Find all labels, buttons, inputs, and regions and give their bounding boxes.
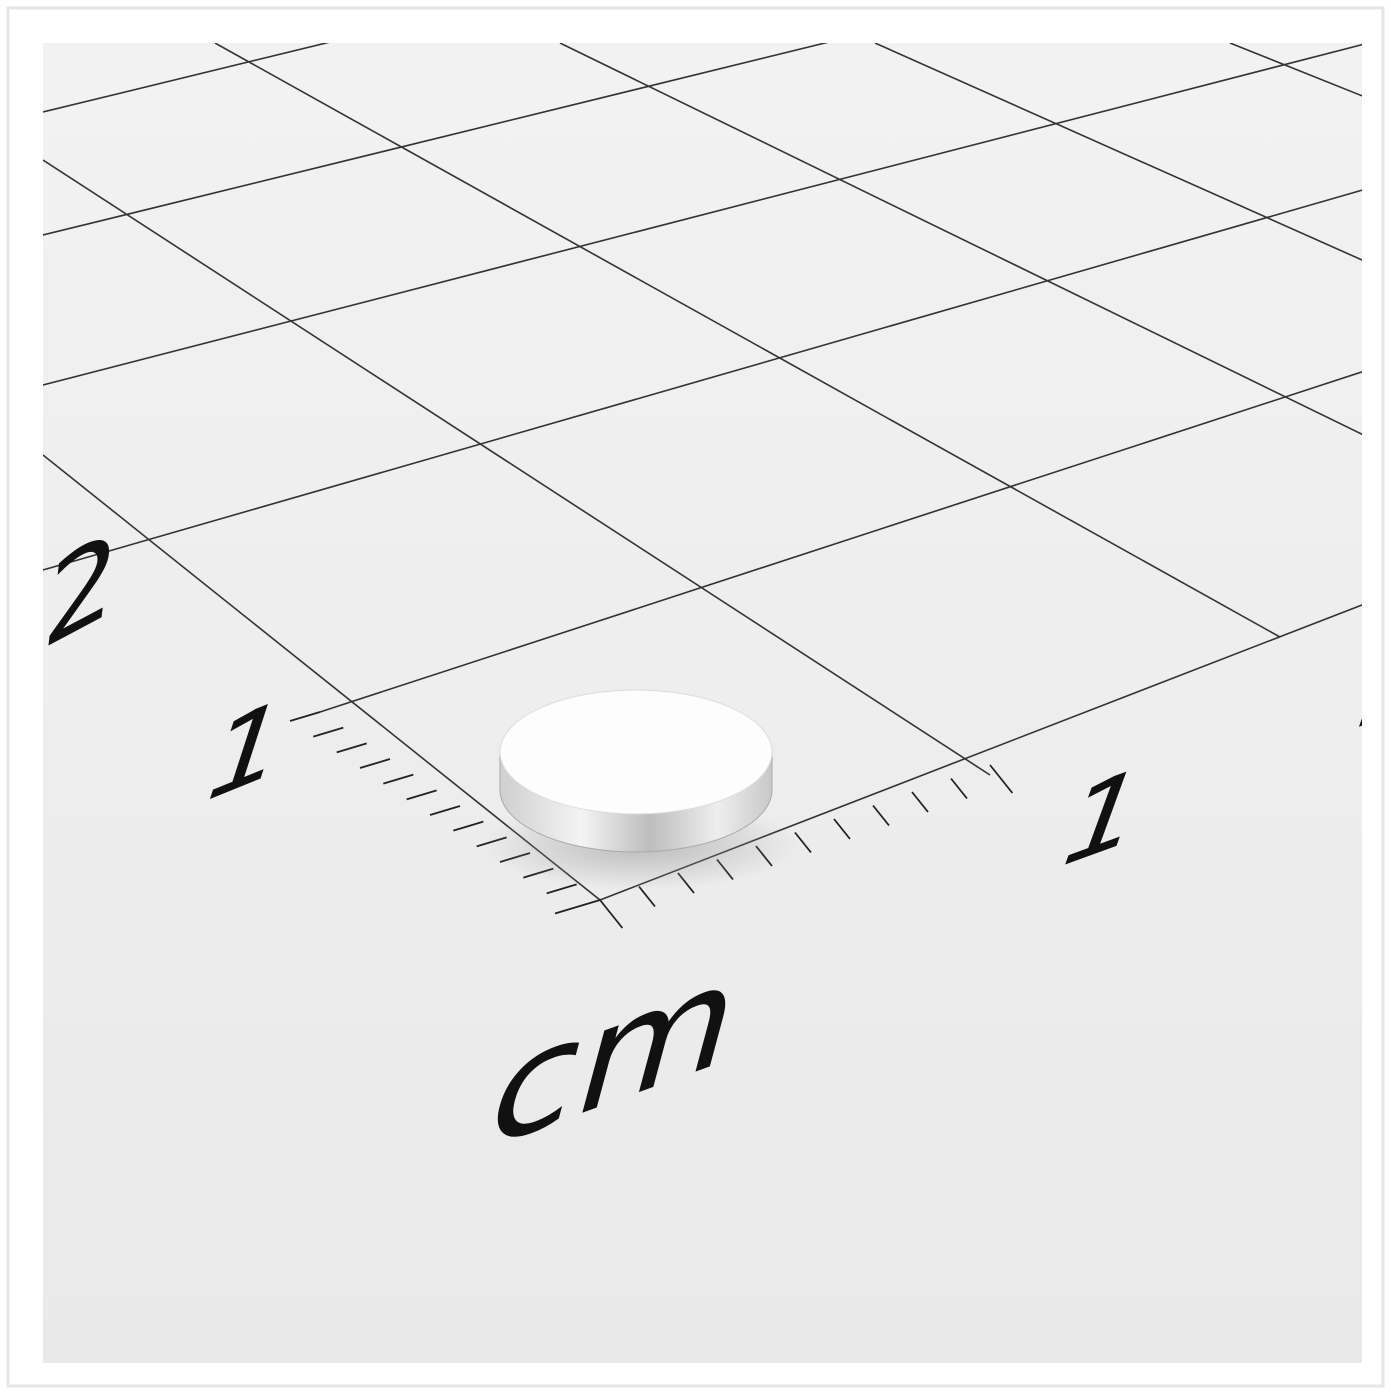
scene: 2 1 1 cm 2 <box>43 43 1362 1363</box>
tick <box>289 711 321 722</box>
magnet-top <box>499 689 773 815</box>
tick <box>336 742 367 754</box>
tick <box>453 820 484 832</box>
tick <box>872 804 890 827</box>
tick <box>833 818 851 840</box>
tick <box>429 805 461 816</box>
tick <box>794 831 812 854</box>
frame-border <box>6 6 1385 1388</box>
tick <box>359 758 391 769</box>
tick <box>406 789 437 801</box>
tick <box>383 773 414 785</box>
tick <box>989 764 1014 794</box>
tick <box>546 883 577 895</box>
tick <box>313 726 344 738</box>
tick <box>911 791 929 813</box>
tick <box>599 899 624 929</box>
tick <box>554 899 601 915</box>
tick <box>950 777 968 800</box>
